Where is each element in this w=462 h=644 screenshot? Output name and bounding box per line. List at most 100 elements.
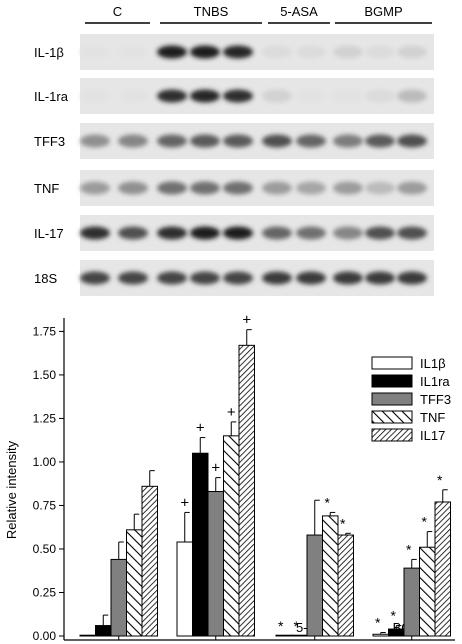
legend-label: IL1ra bbox=[420, 374, 450, 389]
blot-row-label: IL-1β bbox=[34, 45, 64, 60]
blot-band bbox=[365, 45, 395, 59]
bar bbox=[275, 634, 292, 637]
blot-band bbox=[262, 45, 292, 59]
blot-band bbox=[333, 226, 363, 240]
y-tick-label: 1.00 bbox=[33, 455, 57, 469]
blot-band bbox=[118, 271, 148, 285]
bar bbox=[238, 344, 255, 637]
blot-band bbox=[157, 181, 187, 195]
bar bbox=[306, 534, 323, 637]
significance-mark: * bbox=[340, 515, 346, 531]
blot-row: TFF3 bbox=[34, 123, 434, 159]
blot-row-label: IL-17 bbox=[34, 226, 64, 241]
bar bbox=[388, 628, 405, 637]
blot-band bbox=[118, 89, 148, 103]
bar-chart: 0.000.250.500.751.001.251.501.75 CTNBS5-… bbox=[4, 312, 455, 643]
blot-group-label: BGMP bbox=[364, 4, 402, 19]
bar bbox=[141, 485, 158, 637]
blot-row: IL-17 bbox=[34, 215, 434, 251]
blot-band bbox=[333, 89, 363, 103]
blot-band bbox=[296, 134, 326, 148]
legend-swatch bbox=[371, 428, 413, 442]
blot-band bbox=[118, 226, 148, 240]
blot-band bbox=[296, 45, 326, 59]
significance-mark: + bbox=[227, 404, 236, 421]
legend-label: IL1β bbox=[420, 356, 446, 371]
blot-band bbox=[397, 134, 427, 148]
significance-mark: * bbox=[437, 472, 443, 488]
y-axis-label: Relative intensity bbox=[4, 440, 19, 539]
blot-band bbox=[118, 45, 148, 59]
blot-band bbox=[397, 45, 427, 59]
blot-band bbox=[157, 45, 187, 59]
significance-mark: * bbox=[406, 541, 412, 557]
bar bbox=[403, 567, 420, 637]
bar bbox=[322, 515, 339, 637]
blot-band bbox=[262, 226, 292, 240]
bar bbox=[79, 634, 96, 637]
blot-band bbox=[397, 271, 427, 285]
legend-swatch bbox=[371, 410, 413, 424]
blot-band bbox=[397, 181, 427, 195]
bar bbox=[192, 452, 209, 637]
y-tick-label: 0.25 bbox=[33, 585, 57, 599]
blot-band bbox=[223, 45, 253, 59]
blot-band bbox=[190, 271, 220, 285]
blot-band bbox=[157, 134, 187, 148]
blot-band bbox=[223, 89, 253, 103]
blot-group-label: C bbox=[113, 4, 122, 19]
significance-mark: + bbox=[196, 420, 205, 437]
blot-band bbox=[296, 226, 326, 240]
blot-band bbox=[80, 134, 110, 148]
legend-item: IL1ra bbox=[371, 374, 450, 389]
bar bbox=[372, 633, 389, 637]
blot-panel: C TNBS 5-ASA BGMP IL-1β IL-1ra TFF3 TNF IL-17 18… bbox=[34, 4, 434, 296]
blot-band bbox=[190, 89, 220, 103]
blot-band bbox=[80, 45, 110, 59]
blot-row: TNF bbox=[34, 170, 434, 206]
blot-band bbox=[397, 89, 427, 103]
significance-mark: * bbox=[278, 618, 284, 634]
blot-band bbox=[223, 134, 253, 148]
blot-band bbox=[365, 134, 395, 148]
blot-band bbox=[333, 271, 363, 285]
blot-band bbox=[223, 226, 253, 240]
blot-band bbox=[223, 181, 253, 195]
bar bbox=[419, 546, 436, 637]
blot-band bbox=[262, 134, 292, 148]
y-tick-label: 1.25 bbox=[33, 411, 57, 425]
blot-band bbox=[333, 181, 363, 195]
legend-item: IL1β bbox=[371, 356, 446, 371]
blot-band bbox=[296, 181, 326, 195]
y-tick-label: 1.50 bbox=[33, 368, 57, 382]
blot-band bbox=[190, 45, 220, 59]
blot-band bbox=[157, 89, 187, 103]
blot-group-label: TNBS bbox=[194, 4, 229, 19]
bar bbox=[176, 541, 193, 637]
bar bbox=[291, 634, 308, 637]
legend-item: TFF3 bbox=[371, 392, 451, 407]
blot-band bbox=[118, 181, 148, 195]
blot-band bbox=[333, 134, 363, 148]
significance-mark: + bbox=[242, 312, 251, 329]
blot-band bbox=[365, 181, 395, 195]
blot-rows: IL-1β IL-1ra TFF3 TNF IL-17 18S bbox=[34, 34, 434, 296]
significance-mark: + bbox=[211, 460, 220, 477]
blot-band bbox=[262, 271, 292, 285]
blot-group-label: 5-ASA bbox=[280, 4, 318, 19]
blot-row: 18S bbox=[34, 260, 434, 296]
blot-band bbox=[262, 181, 292, 195]
blot-band bbox=[333, 45, 363, 59]
legend-swatch bbox=[371, 392, 413, 406]
bar bbox=[110, 558, 127, 637]
bar bbox=[126, 529, 143, 637]
legend-label: TFF3 bbox=[420, 392, 451, 407]
significance-mark: * bbox=[325, 494, 331, 510]
significance-mark: + bbox=[180, 494, 189, 511]
significance-mark: * bbox=[375, 615, 381, 631]
blot-band bbox=[296, 89, 326, 103]
y-tick-label: 0.00 bbox=[33, 629, 57, 643]
blot-row-label: 18S bbox=[34, 271, 57, 286]
blot-row-label: IL-1ra bbox=[34, 89, 69, 104]
y-tick-label: 0.50 bbox=[33, 542, 57, 556]
